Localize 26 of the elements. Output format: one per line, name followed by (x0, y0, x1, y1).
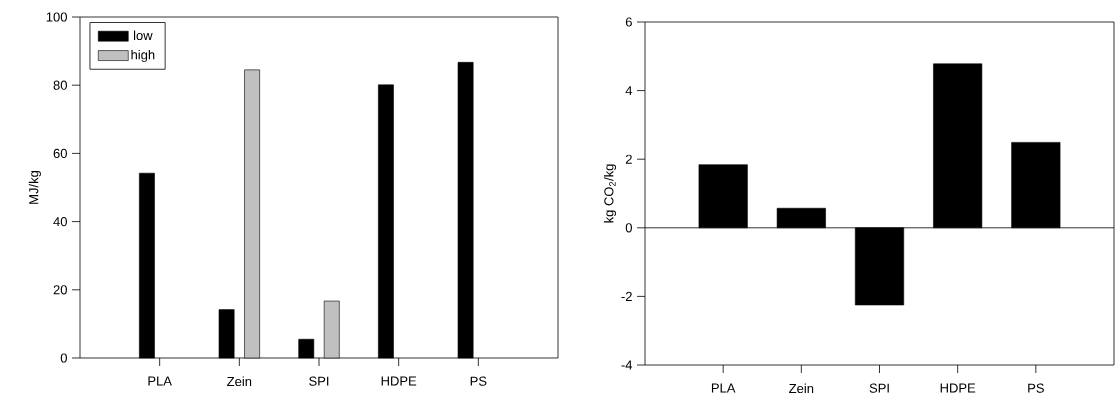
y-axis-title: kg CO$_{2}$/kg (603, 164, 617, 223)
y-tick-label: 80 (53, 80, 67, 90)
legend-label: high (131, 49, 155, 62)
y-tick-label: 60 (53, 148, 67, 158)
y-tick-label: 20 (53, 285, 67, 295)
x-tick-label: SPI (309, 376, 329, 386)
y-tick-label: 0 (625, 223, 632, 233)
x-tick-label: PLA (711, 383, 736, 393)
y-axis-title: MJ/kg (28, 170, 41, 204)
x-tick-label: HDPE (940, 383, 976, 393)
x-tick-label: HDPE (381, 376, 417, 386)
y-tick-label: 4 (625, 86, 633, 96)
x-tick-label: Zein (789, 383, 814, 394)
x-tick-label: PLA (148, 376, 172, 386)
y-tick-label: 0 (60, 353, 67, 363)
x-tick-label: SPI (869, 383, 889, 393)
legend-label: low (133, 30, 153, 41)
x-tick-label: Zein (227, 376, 252, 387)
y-tick-label: -4 (621, 360, 633, 370)
x-tick-label: PS (1028, 383, 1044, 393)
y-tick-label: 40 (53, 216, 67, 227)
y-tick-label: 6 (625, 17, 632, 27)
y-tick-label: 2 (625, 154, 632, 164)
y-tick-label: -2 (621, 291, 632, 301)
x-tick-label: PS (470, 376, 487, 386)
y-tick-label: 100 (46, 12, 67, 22)
